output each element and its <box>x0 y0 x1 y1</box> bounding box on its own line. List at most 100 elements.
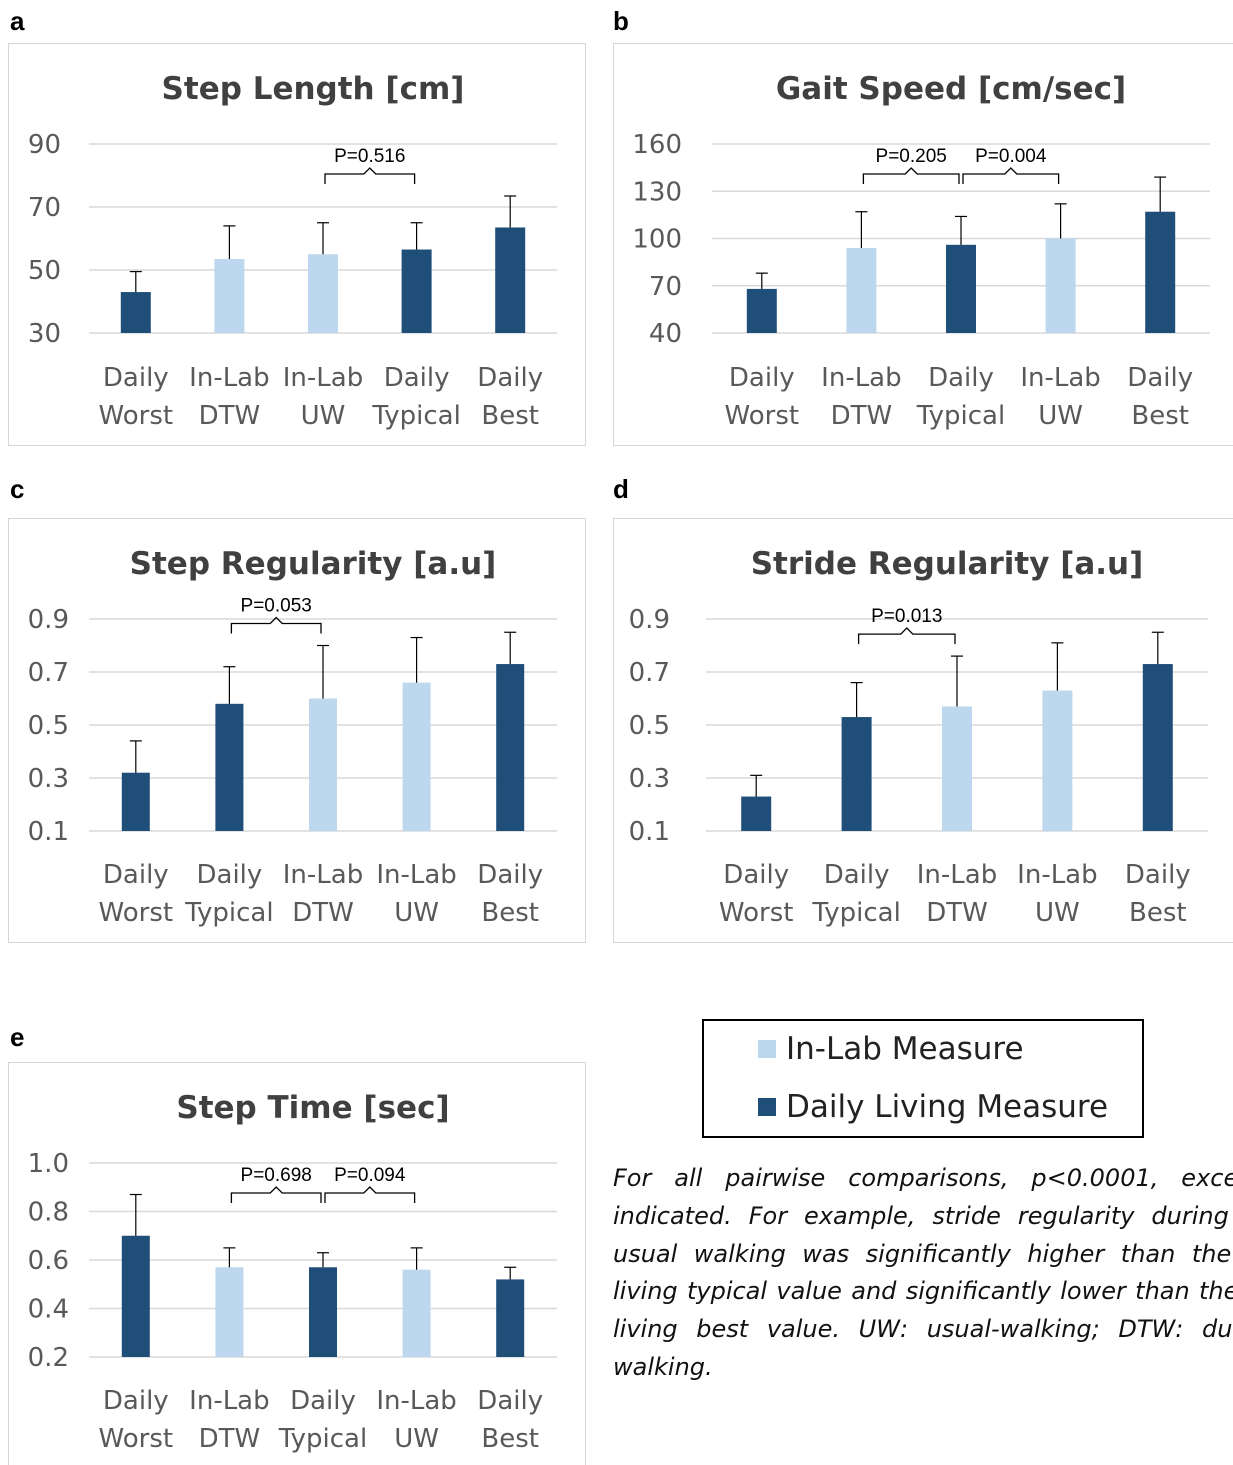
category-label: Daily <box>1125 860 1191 890</box>
category-label: Typical <box>278 1424 367 1454</box>
category-label: Typical <box>811 898 900 928</box>
category-label: Typical <box>916 401 1005 431</box>
panel-letter-e: e <box>10 1022 25 1052</box>
category-label: UW <box>301 401 346 431</box>
category-label: Daily <box>290 1386 356 1416</box>
bar <box>121 772 150 831</box>
bar <box>309 698 337 831</box>
panel-letter-c: c <box>10 474 25 504</box>
bar <box>495 227 526 333</box>
legend-label-in-lab: In-Lab Measure <box>786 1031 1024 1067</box>
bar <box>309 1267 337 1357</box>
category-label: DTW <box>292 898 354 928</box>
y-tick-label: 0.9 <box>629 605 670 635</box>
y-tick-label: 160 <box>632 130 682 160</box>
y-tick-label: 0.6 <box>28 1246 69 1276</box>
category-label: Daily <box>197 860 263 890</box>
y-tick-label: 0.3 <box>629 764 670 794</box>
bar <box>308 254 338 333</box>
y-tick-label: 0.1 <box>629 817 670 847</box>
panel-letter-b: b <box>613 6 629 36</box>
y-tick-label: 0.5 <box>28 711 69 741</box>
bar <box>215 703 244 831</box>
bar <box>401 249 432 333</box>
y-tick-label: 0.8 <box>28 1198 69 1228</box>
category-label: In-Lab <box>189 363 269 393</box>
y-tick-label: 0.7 <box>28 658 69 688</box>
chart-title: Gait Speed [cm/sec] <box>776 71 1126 107</box>
category-label: UW <box>1038 401 1083 431</box>
bar <box>402 682 431 831</box>
bar <box>1042 690 1073 831</box>
category-label: In-Lab <box>821 363 901 393</box>
category-label: In-Lab <box>1020 363 1100 393</box>
panel-letter-d: d <box>613 474 629 504</box>
significance-bracket <box>857 627 956 645</box>
category-label: DTW <box>831 401 893 431</box>
category-label: Best <box>1129 898 1187 928</box>
bar <box>215 1267 244 1357</box>
category-label: In-Lab <box>189 1386 269 1416</box>
category-label: Daily <box>103 860 169 890</box>
significance-bracket <box>230 616 322 634</box>
chart-gait-speed: Gait Speed [cm/sec] 40 70 100 130 160 Daily Wor… <box>613 43 1233 446</box>
category-label: Daily <box>103 363 169 393</box>
y-tick-label: 0.3 <box>28 764 69 794</box>
category-label: Worst <box>99 1424 174 1454</box>
category-label: UW <box>394 898 439 928</box>
bar <box>1145 211 1176 333</box>
bar <box>746 288 777 333</box>
chart-svg: Gait Speed [cm/sec] 40 70 100 130 160 Daily Wor… <box>632 71 1210 431</box>
y-tick-label: 0.7 <box>629 658 670 688</box>
category-label: Best <box>481 898 539 928</box>
category-label: Daily <box>1127 363 1193 393</box>
p-value-label: P=0.004 <box>975 146 1047 167</box>
p-value-label: P=0.205 <box>876 146 947 167</box>
y-tick-label: 30 <box>28 319 61 349</box>
chart-step-regularity: Step Regularity [a.u] 0.1 0.3 0.5 0.7 0.9 Dail… <box>8 518 586 943</box>
legend: In-Lab Measure Daily Living Measure <box>702 1019 1144 1138</box>
chart-step-length: Step Length [cm] 30 50 70 90 Daily Worst In-Lab… <box>8 43 586 446</box>
y-tick-label: 130 <box>632 177 682 207</box>
y-tick-label: 1.0 <box>28 1149 69 1179</box>
y-tick-label: 40 <box>649 319 682 349</box>
category-label: In-Lab <box>1017 860 1097 890</box>
chart-svg: Step Time [sec] 0.2 0.4 0.6 0.8 1.0 Daily Worst… <box>28 1090 557 1454</box>
category-label: Worst <box>99 401 174 431</box>
legend-label-daily: Daily Living Measure <box>786 1089 1109 1125</box>
p-value-label: P=0.013 <box>871 606 942 627</box>
chart-svg: Step Length [cm] 30 50 70 90 Daily Worst In-Lab… <box>28 71 557 431</box>
p-value-label: P=0.053 <box>241 596 312 617</box>
category-label: Best <box>481 401 539 431</box>
legend-swatch-in-lab <box>758 1040 776 1058</box>
significance-bracket <box>962 167 1060 184</box>
category-label: DTW <box>199 401 261 431</box>
category-label: Daily <box>723 860 789 890</box>
y-tick-label: 0.2 <box>28 1343 69 1373</box>
chart-title: Step Regularity [a.u] <box>130 546 497 582</box>
bar <box>121 1235 150 1357</box>
category-label: In-Lab <box>917 860 997 890</box>
y-tick-label: 50 <box>28 256 61 286</box>
bar <box>120 292 151 333</box>
y-tick-label: 0.9 <box>28 605 69 635</box>
category-label: Daily <box>477 860 543 890</box>
category-label: DTW <box>199 1424 261 1454</box>
bar <box>942 706 972 831</box>
y-tick-label: 100 <box>632 225 682 255</box>
category-label: Worst <box>719 898 794 928</box>
category-label: In-Lab <box>283 363 363 393</box>
panel-letter-a: a <box>10 6 25 36</box>
bar <box>1045 238 1076 333</box>
significance-bracket <box>324 1186 416 1203</box>
category-label: In-Lab <box>376 1386 456 1416</box>
bar <box>1142 664 1173 831</box>
category-label: Typical <box>184 898 273 928</box>
category-label: Best <box>481 1424 539 1454</box>
category-label: Daily <box>824 860 890 890</box>
significance-bracket <box>230 1186 322 1203</box>
category-label: Daily <box>384 363 450 393</box>
y-tick-label: 70 <box>28 193 61 223</box>
y-tick-label: 90 <box>28 130 61 160</box>
